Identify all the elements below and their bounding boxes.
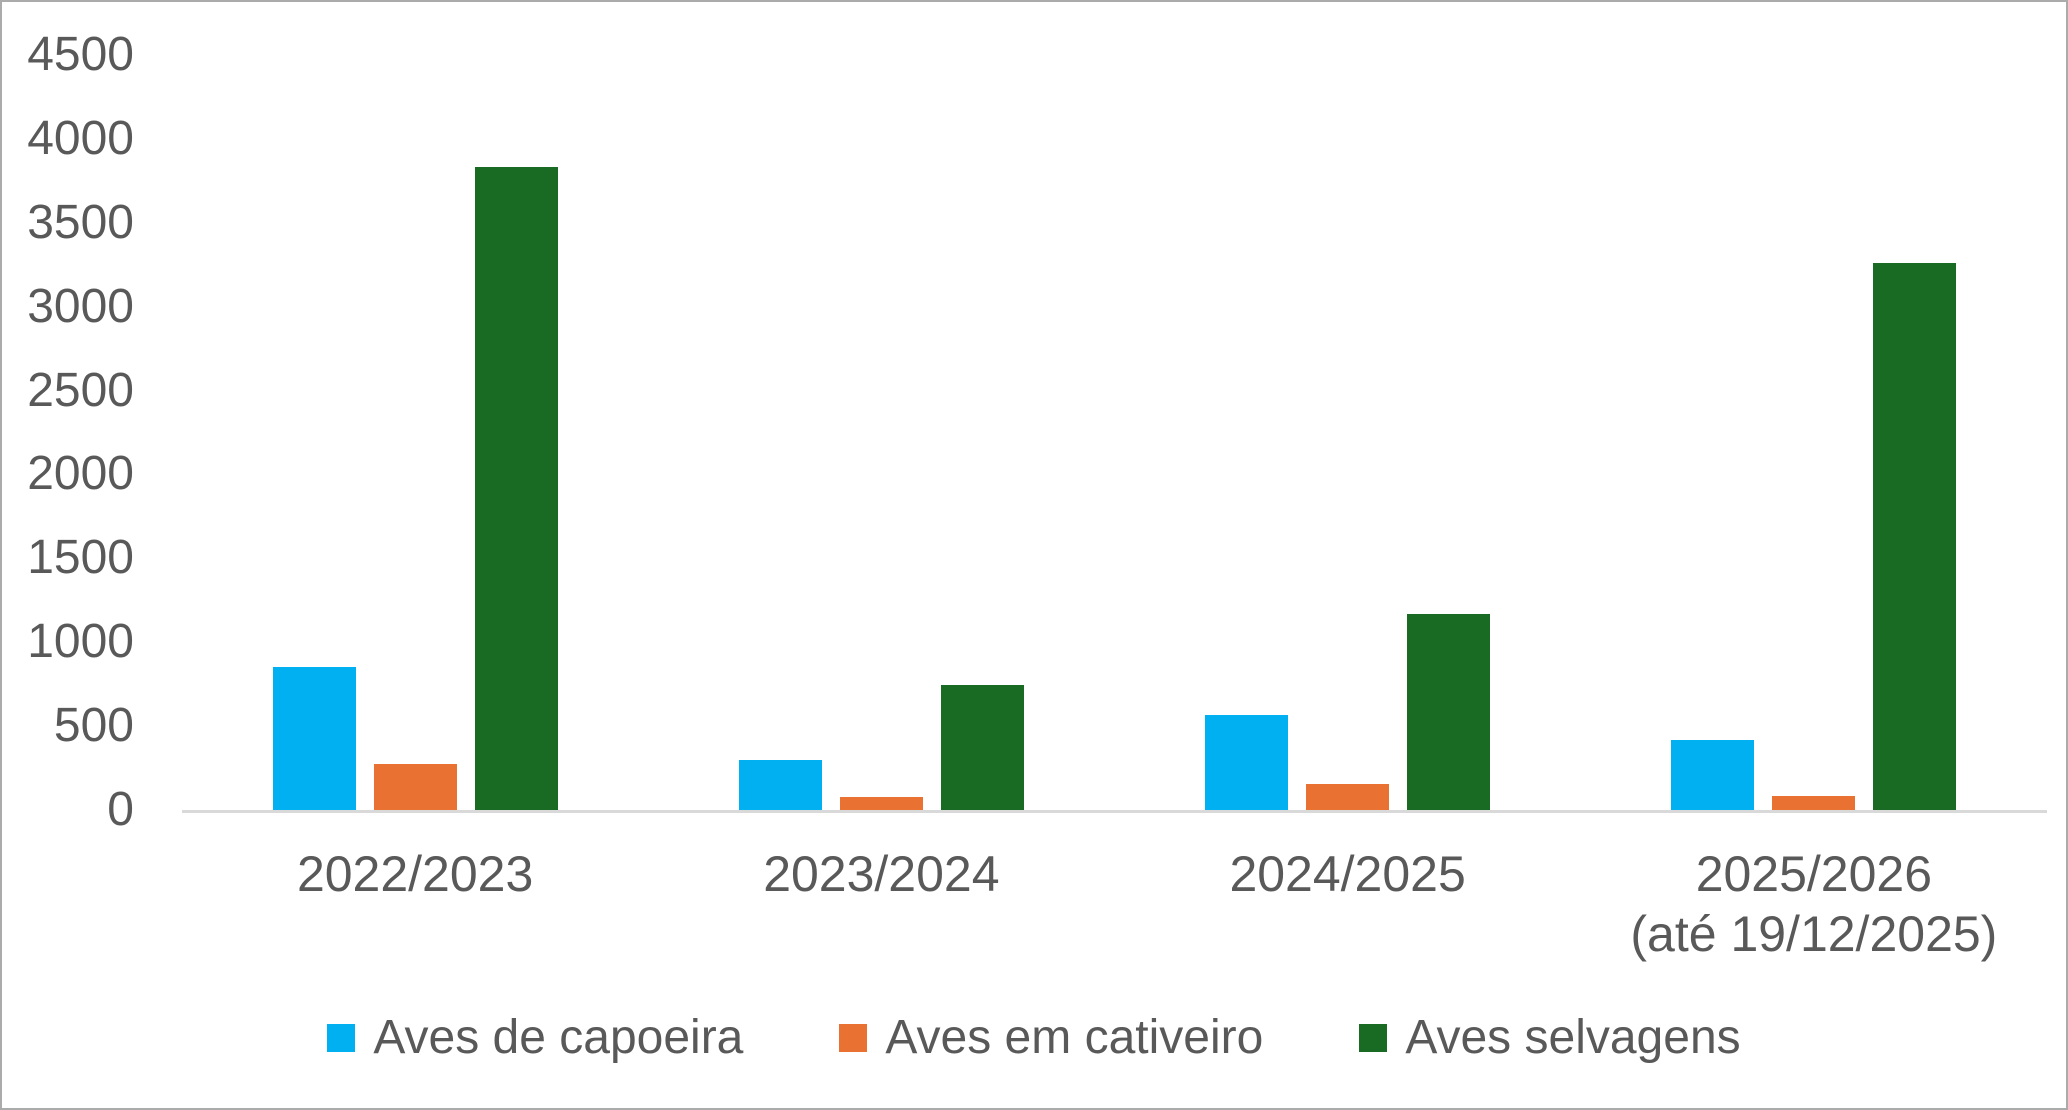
y-tick-label-2500: 2500 <box>27 363 134 417</box>
x-label-2022-2023: 2022/2023 <box>296 846 534 902</box>
category-slot-2024-2025 <box>1115 55 1581 810</box>
legend-label: Aves selvagens <box>1405 1011 1741 1064</box>
legend-item-aves-selvagens: Aves selvagens <box>1359 1011 1741 1064</box>
bar-aves-selvagens-2022-2023 <box>474 167 558 810</box>
category-slot-2022-2023 <box>182 55 648 810</box>
y-tick-label-1500: 1500 <box>27 531 134 585</box>
bar-aves-de-capoeira-2022-2023 <box>272 666 356 810</box>
x-label-2024-2025: 2024/2025 <box>1229 846 1466 902</box>
legend-item-aves-de-capoeira: Aves de capoeira <box>327 1014 743 1062</box>
bar-aves-em-cativeiro-2024-2025 <box>1306 784 1390 810</box>
legend-label: Aves de capoeira <box>373 1011 744 1064</box>
y-tick-label-3500: 3500 <box>27 195 134 249</box>
y-tick-label-4000: 4000 <box>27 111 134 165</box>
legend-label: Aves em cativeiro <box>885 1011 1264 1064</box>
y-tick-label-4500: 4500 <box>27 28 134 81</box>
x-label-2025-2026: 2025/2026 (até 19/12/2025) <box>1630 846 1998 962</box>
y-tick-label-500: 500 <box>53 699 134 753</box>
legend-item-aves-em-cativeiro: Aves em cativeiro <box>839 1014 1263 1062</box>
y-tick-label-1000: 1000 <box>27 615 134 669</box>
y-axis-labels: 0 500 1000 1500 2000 2500 3000 3500 4000 4500 <box>2 31 134 834</box>
y-tick-label-3000: 3000 <box>27 279 134 333</box>
bar-aves-de-capoeira-2024-2025 <box>1205 715 1289 810</box>
x-axis-labels: 2022/2023 2023/2024 2024/2025 2025/2026 … <box>182 844 2047 964</box>
legend-swatch-green-icon <box>1359 1024 1388 1052</box>
y-tick-label-2000: 2000 <box>27 447 134 501</box>
bar-aves-em-cativeiro-2025-2026 <box>1772 795 1856 810</box>
legend-swatch-blue-icon <box>327 1024 356 1052</box>
legend: Aves de capoeira Aves em cativeiro Aves … <box>2 1014 2066 1062</box>
legend-swatch-orange-icon <box>839 1024 868 1052</box>
bar-aves-selvagens-2023-2024 <box>940 685 1024 810</box>
bar-aves-em-cativeiro-2023-2024 <box>839 796 923 810</box>
x-label-2023-2024: 2023/2024 <box>763 846 1000 902</box>
category-slot-2023-2024 <box>648 55 1114 810</box>
bar-aves-selvagens-2025-2026 <box>1873 263 1957 810</box>
bar-aves-em-cativeiro-2022-2023 <box>373 763 457 810</box>
bar-aves-selvagens-2024-2025 <box>1407 613 1491 810</box>
plot-area <box>182 55 2047 813</box>
bar-aves-de-capoeira-2025-2026 <box>1671 739 1755 810</box>
category-slot-2025-2026 <box>1581 55 2047 810</box>
bar-aves-de-capoeira-2023-2024 <box>738 759 822 810</box>
y-tick-label-0: 0 <box>107 783 134 836</box>
